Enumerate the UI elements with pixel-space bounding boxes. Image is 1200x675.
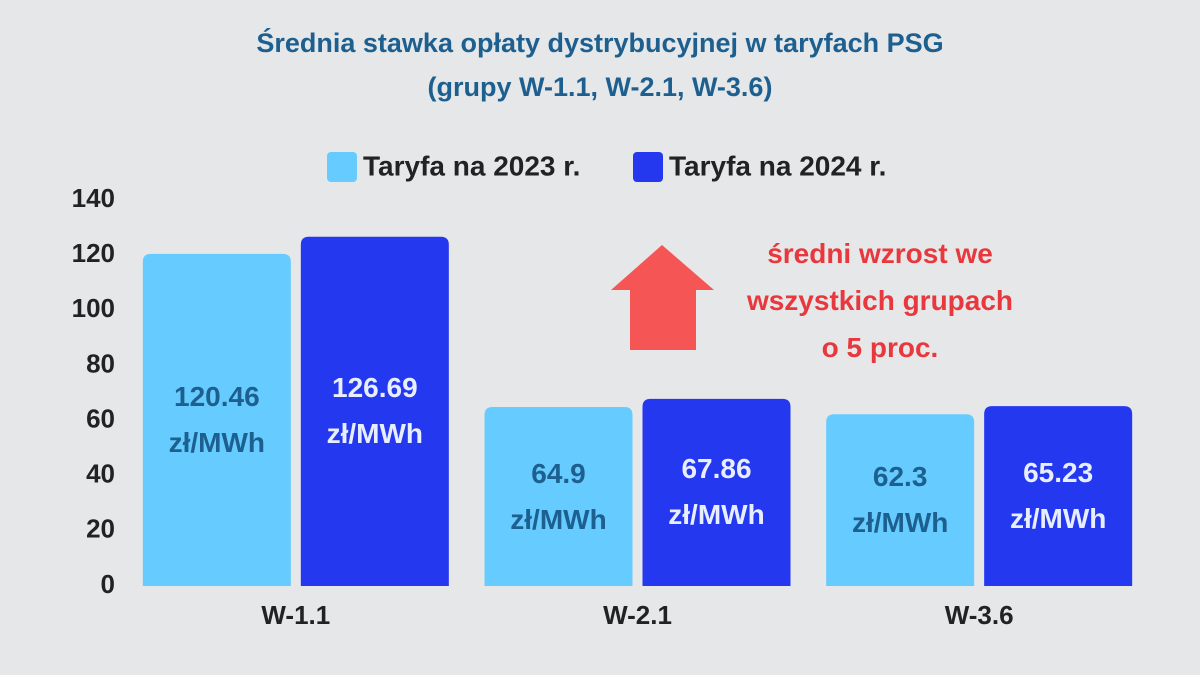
legend-label: Taryfa na 2024 r. <box>669 150 886 181</box>
annotation: średni wzrost we wszystkich grupach o 5 … <box>746 238 1014 363</box>
data-label: 126.69 zł/MWh <box>326 372 424 450</box>
bar <box>300 236 449 586</box>
bar <box>142 253 291 586</box>
bar <box>484 407 633 586</box>
chart-subtitle: (grupy W-1.1, W-2.1, W-3.6) <box>427 72 773 102</box>
data-label: 120.46 zł/MWh <box>168 380 266 458</box>
x-tick-label: W-1.1 <box>261 600 330 630</box>
y-tick-label: 120 <box>72 238 115 268</box>
bar <box>642 398 791 586</box>
legend-swatch <box>633 152 663 182</box>
y-tick-label: 140 <box>72 183 115 213</box>
x-tick-label: W-3.6 <box>945 600 1014 630</box>
x-tick-label: W-2.1 <box>603 600 672 630</box>
y-tick-label: 20 <box>86 514 115 544</box>
chart-title: Średnia stawka opłaty dystrybucyjnej w t… <box>256 28 944 58</box>
y-tick-label: 0 <box>101 569 115 599</box>
up-arrow <box>611 245 714 350</box>
legend-swatch <box>327 152 357 182</box>
y-tick-label: 80 <box>86 348 115 378</box>
data-label: 67.86 zł/MWh <box>668 453 765 531</box>
data-label: 62.3 zł/MWh <box>851 461 949 539</box>
bar <box>984 406 1133 586</box>
y-tick-label: 100 <box>72 293 115 323</box>
y-tick-label: 40 <box>86 459 115 489</box>
data-label: 65.23 zł/MWh <box>1009 457 1107 535</box>
data-label: 64.9 zł/MWh <box>510 457 607 535</box>
y-tick-label: 60 <box>86 403 115 433</box>
bar <box>826 414 975 586</box>
legend-label: Taryfa na 2023 r. <box>363 150 580 181</box>
